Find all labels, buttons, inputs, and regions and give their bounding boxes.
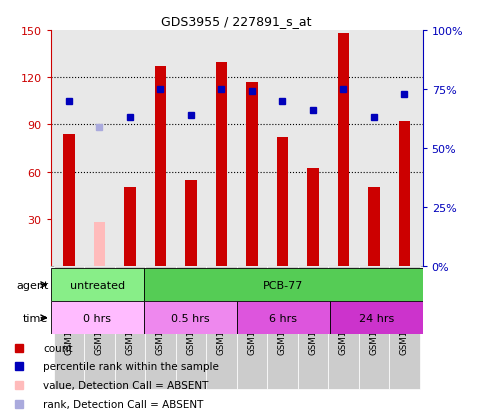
Text: PCB-77: PCB-77: [263, 280, 303, 290]
Text: agent: agent: [16, 280, 48, 290]
FancyBboxPatch shape: [115, 266, 145, 389]
FancyBboxPatch shape: [84, 266, 115, 389]
Text: GSM158382: GSM158382: [339, 301, 348, 354]
Text: GSM158374: GSM158374: [95, 301, 104, 354]
FancyBboxPatch shape: [54, 266, 84, 389]
FancyBboxPatch shape: [328, 266, 358, 389]
Text: untreated: untreated: [70, 280, 125, 290]
FancyBboxPatch shape: [389, 266, 420, 389]
FancyBboxPatch shape: [206, 266, 237, 389]
FancyBboxPatch shape: [145, 266, 176, 389]
Bar: [329, 301, 423, 335]
FancyBboxPatch shape: [267, 266, 298, 389]
FancyBboxPatch shape: [176, 266, 206, 389]
Text: GSM158384: GSM158384: [400, 301, 409, 354]
Bar: [144, 268, 423, 301]
Bar: [51, 301, 144, 335]
FancyBboxPatch shape: [298, 266, 328, 389]
Bar: [338, 34, 349, 266]
Bar: [215, 62, 227, 266]
Bar: [368, 188, 380, 266]
Text: 6 hrs: 6 hrs: [269, 313, 297, 323]
Text: percentile rank within the sample: percentile rank within the sample: [43, 361, 219, 372]
Bar: [124, 188, 136, 266]
Bar: [246, 83, 258, 266]
Text: GSM158375: GSM158375: [126, 301, 134, 354]
Text: GSM158380: GSM158380: [278, 301, 287, 354]
Text: value, Detection Call = ABSENT: value, Detection Call = ABSENT: [43, 380, 209, 390]
Text: 24 hrs: 24 hrs: [358, 313, 394, 323]
Text: rank, Detection Call = ABSENT: rank, Detection Call = ABSENT: [43, 399, 204, 409]
Text: GSM158381: GSM158381: [308, 301, 317, 354]
Text: GSM158376: GSM158376: [156, 301, 165, 354]
Text: 0.5 hrs: 0.5 hrs: [171, 313, 210, 323]
Bar: [307, 169, 319, 266]
Text: GSM158373: GSM158373: [65, 301, 73, 354]
Text: time: time: [23, 313, 48, 323]
Bar: [144, 301, 237, 335]
Bar: [237, 301, 329, 335]
Bar: [277, 138, 288, 266]
Title: GDS3955 / 227891_s_at: GDS3955 / 227891_s_at: [161, 15, 312, 28]
Bar: [398, 122, 410, 266]
Text: 0 hrs: 0 hrs: [83, 313, 111, 323]
Bar: [63, 135, 75, 266]
Text: GSM158383: GSM158383: [369, 301, 378, 354]
Text: GSM158379: GSM158379: [247, 301, 256, 354]
FancyBboxPatch shape: [237, 266, 267, 389]
Text: GSM158378: GSM158378: [217, 301, 226, 354]
Bar: [155, 67, 166, 266]
Bar: [94, 223, 105, 266]
FancyBboxPatch shape: [358, 266, 389, 389]
Text: count: count: [43, 343, 73, 353]
Bar: [51, 268, 144, 301]
Text: GSM158377: GSM158377: [186, 301, 196, 354]
Bar: [185, 180, 197, 266]
